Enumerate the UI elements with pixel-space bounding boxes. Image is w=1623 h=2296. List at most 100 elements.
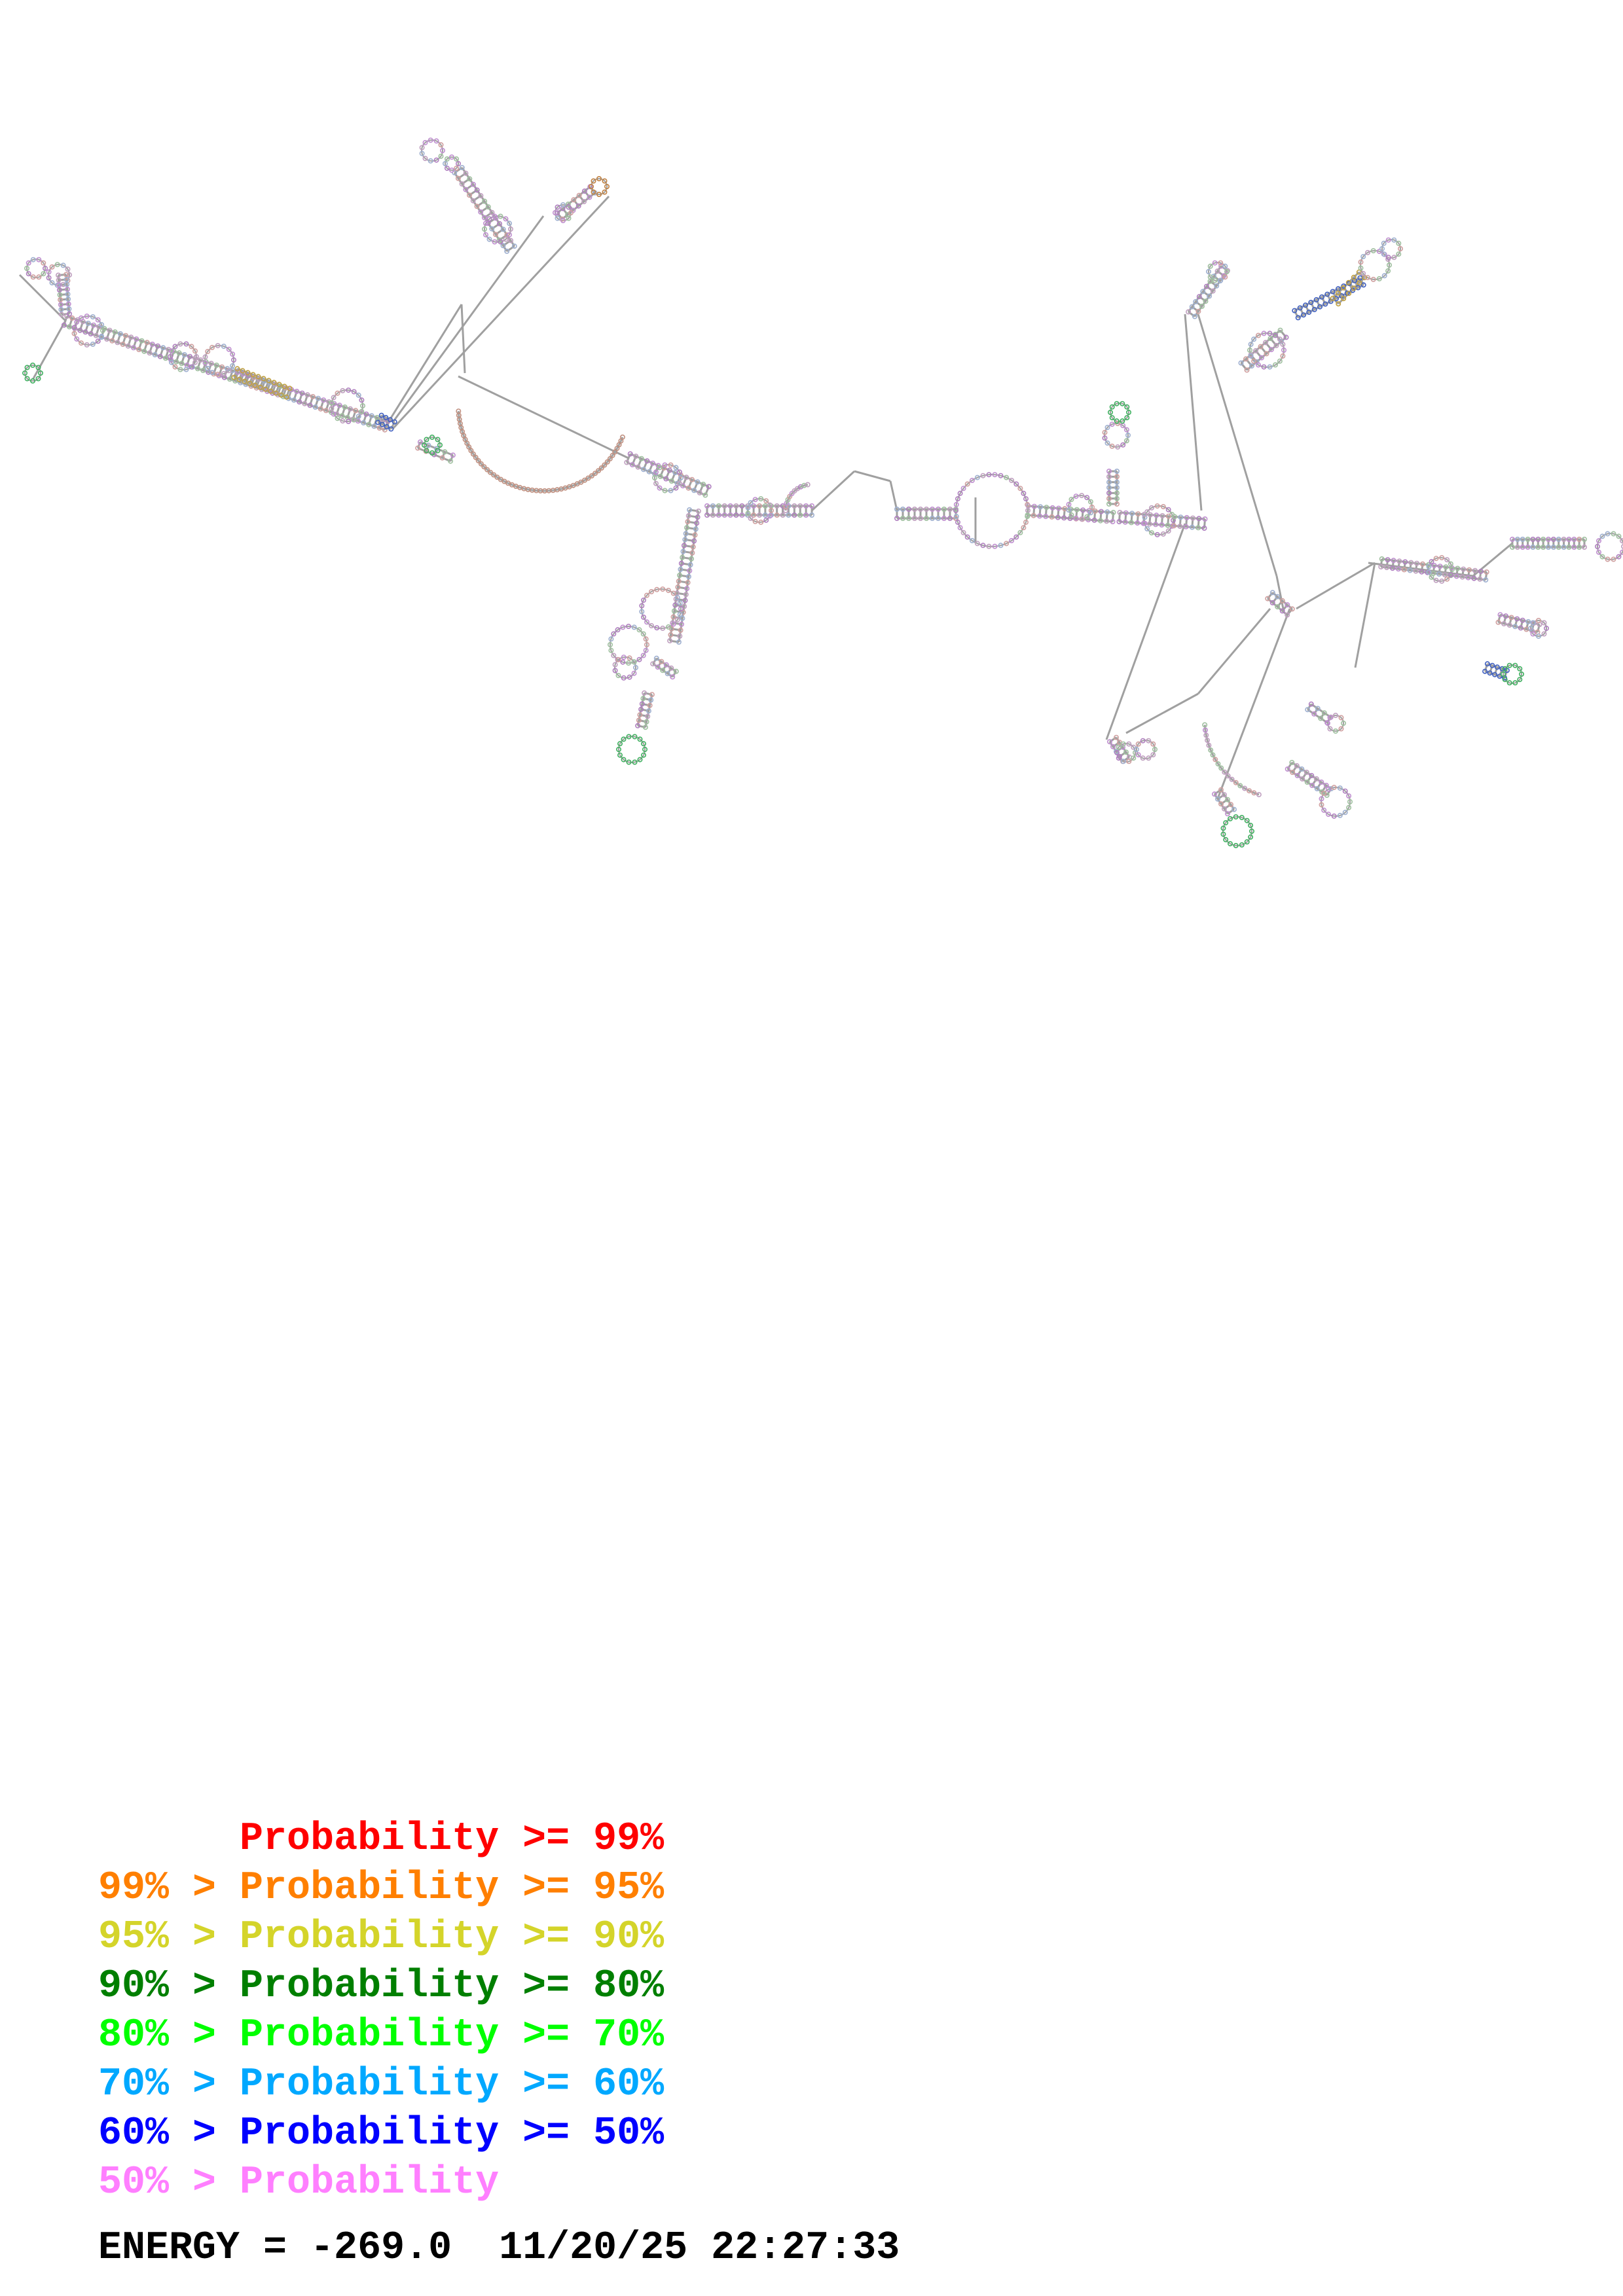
backbone-segment [33,321,65,380]
backbone-segment [1058,509,1059,518]
backbone-segment [458,376,629,458]
loop [619,736,645,762]
backbone-segment [492,224,500,229]
backbone-segment [1161,516,1162,525]
legend-label: Probability >= 99% [240,1817,664,1861]
loop [27,259,45,278]
backbone-segment [462,304,465,373]
backbone-segment [812,471,854,511]
loop [956,475,1028,547]
backbone-segment [1052,508,1053,517]
backbone-segment [60,299,68,300]
backbone-segment [563,209,568,215]
legend-row: 60% > Probability >= 50% [98,2114,664,2153]
backbone-segment [1296,563,1375,609]
backbone-segment [1204,519,1205,528]
loop [1382,240,1400,258]
backbone-segment [1311,704,1331,717]
backbone-segment [854,471,890,481]
legend-label: Probability >= 50% [240,2111,664,2156]
backbone-segment [58,275,66,276]
backbone-segment [1246,359,1252,366]
backbone-segment [1271,338,1277,346]
legend-row: 99% > Probability >= 95% [98,1869,664,1908]
backbone-segment [1410,563,1411,571]
rna-structure-diagram [0,0,1623,916]
backbone-segment [1027,506,1028,515]
backbone-segment [496,229,503,234]
backbone-segment [393,216,543,422]
backbone-segment [477,202,484,207]
legend-row: Probability >= 99% [98,1820,664,1859]
backbone-segment [458,173,466,179]
backbone-segment [1112,512,1113,522]
backbone-segment [1186,518,1187,527]
legend-row: 70% > Probability >= 60% [98,2065,664,2104]
legend-prefix: 95% > [98,1915,240,1960]
legend-row: 90% > Probability >= 80% [98,1967,664,2006]
backbone-segment [1273,597,1278,603]
backbone-segment [1404,562,1405,569]
backbone-segment [1125,513,1126,522]
backbone-segment [1256,351,1262,358]
legend-prefix: 99% > [98,1866,240,1910]
backbone-segment [585,191,589,197]
backbone-segment [1355,563,1375,668]
backbone-segment [481,207,488,212]
backbone-segment [1198,518,1199,528]
backbone-segment [473,196,481,201]
legend-label: Probability >= 60% [240,2062,664,2107]
loop [1110,403,1129,422]
backbone-segment [1433,565,1434,573]
energy-value: ENERGY = -269.0 [98,2226,452,2270]
legend-row: 95% > Probability >= 90% [98,1918,664,1957]
backbone-segment [1064,509,1065,518]
backbone-segment [61,309,69,310]
legend-label: Probability >= 95% [240,1866,664,1910]
legend-label: Probability >= 90% [240,1915,664,1960]
legend-prefix: 50% > [98,2161,240,2205]
backbone-segment [579,196,584,202]
backbone-segment [1082,510,1083,519]
backbone-segment [1126,694,1198,733]
backbone-segment [1445,567,1446,575]
backbone-segment [1076,510,1077,519]
backbone-segment [462,179,470,184]
legend-row: 80% > Probability >= 70% [98,2016,664,2055]
timestamp: 11/20/25 22:27:33 [499,2226,900,2270]
legend-prefix: 60% > [98,2111,240,2156]
backbone-segment [1137,514,1138,523]
backbone-segment [1267,592,1273,598]
legend-row: 50% > Probability [98,2163,499,2202]
backbone-segment [60,289,67,290]
backbone-segment [1185,314,1201,511]
backbone-segment [386,304,462,425]
backbone-segment [1439,566,1440,574]
legend-prefix: 70% > [98,2062,240,2107]
loop [1597,533,1623,560]
backbone-segment [61,304,69,305]
backbone-segment [469,190,477,195]
legend-label: Probability >= 70% [240,2013,664,2058]
backbone-segment [1421,564,1422,572]
legend-label: Probability >= 80% [240,1964,664,2009]
legend-prefix: 90% > [98,1964,240,2009]
backbone-segment [1468,570,1469,578]
backbone-segment [1218,609,1290,798]
backbone-segment [1241,363,1247,370]
backbone-segment [507,246,515,251]
backbone-segment [1261,347,1267,354]
backbone-segment [890,481,897,511]
legend-label: Probability [240,2161,499,2205]
backbone-segment [1281,331,1286,338]
energy-footer: ENERGY = -269.0 11/20/25 22:27:33 [98,2229,900,2268]
backbone-lines [20,140,1623,846]
backbone-segment [454,173,507,251]
backbone-segment [64,325,385,430]
loop [1137,740,1155,759]
backbone-segment [1192,518,1193,528]
backbone-segment [1131,513,1132,522]
backbone-segment [1119,512,1120,522]
legend-prefix: 80% > [98,2013,240,2058]
backbone-segment [1266,342,1271,350]
